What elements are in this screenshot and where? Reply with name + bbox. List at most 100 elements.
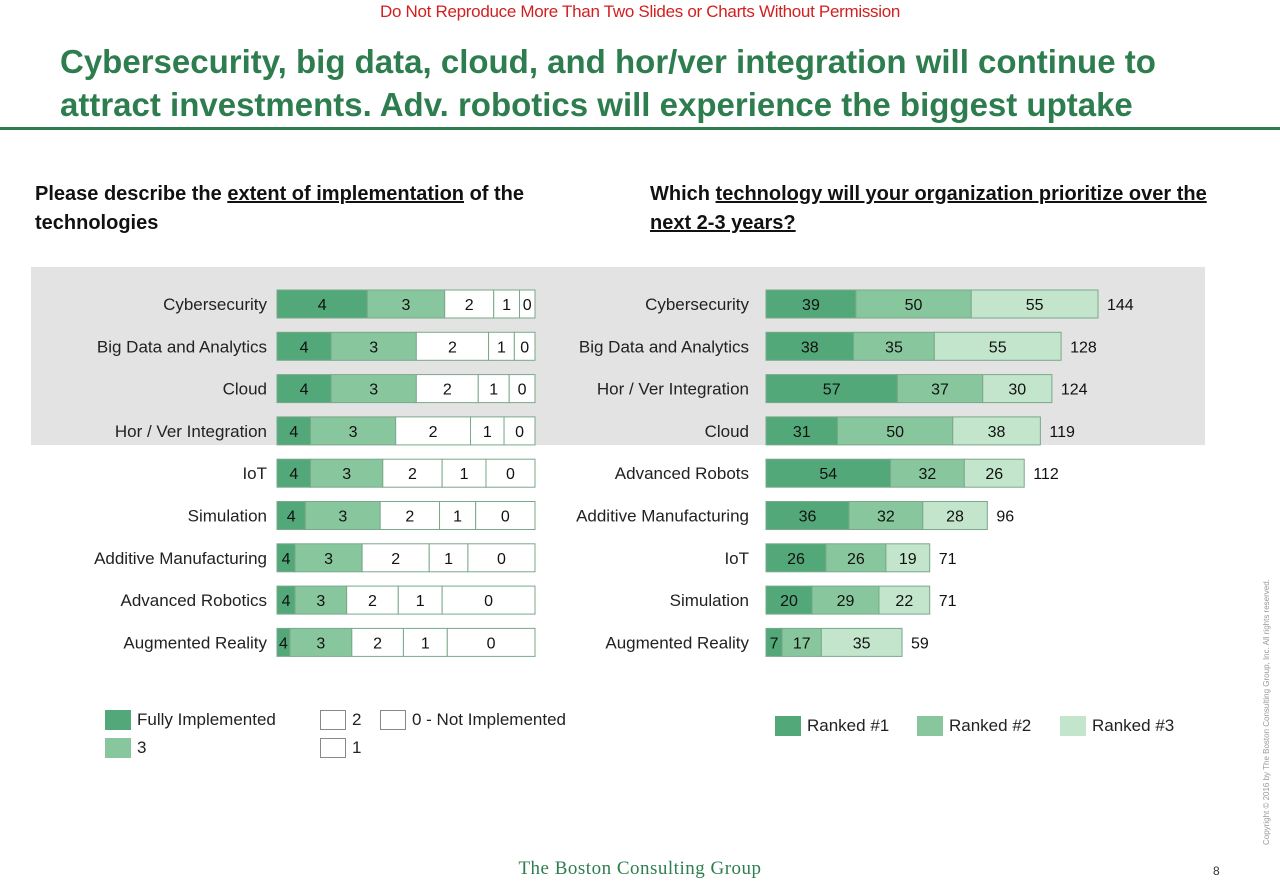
segment-label-simulation-rank3: 22 [895,593,913,610]
category-label-advanced-robots: Advanced Robots [615,464,749,483]
segment-label-cybersecurity-rank2: 50 [905,297,923,314]
total-label-cybersecurity: 144 [1107,297,1134,314]
bar-segment-cybersecurity-2 [444,289,495,319]
segment-label-augmented-reality-rank2: 17 [793,635,811,652]
segment-label-cloud-rank1: 31 [793,424,811,441]
copyright-notice: Copyright © 2016 by The Boston Consultin… [1262,579,1271,845]
legend-item-2: 2 [320,710,361,730]
segment-label-simulation-rank1: 20 [780,593,798,610]
segment-label-augmented-reality-1: 1 [421,635,430,652]
total-label-advanced-robots: 112 [1033,466,1059,483]
bar-segment-advanced-robotics-3 [294,585,348,615]
bar-segment-advanced-robots-rank2 [890,458,965,488]
right-question-underlined: technology will your organization priori… [650,183,1207,234]
bar-segment-cybersecurity-1 [493,289,521,319]
bar-segment-simulation-3 [304,501,381,530]
legend-label: Ranked #2 [949,716,1032,735]
segment-label-big-data-and-analytics-rank3: 55 [989,339,1007,356]
segment-label-big-data-and-analytics-rank2: 35 [885,339,903,356]
segment-label-advanced-robotics-1: 1 [416,593,425,610]
bar-segment-augmented-reality-rank3 [820,627,903,657]
segment-label-additive-manufacturing-2: 2 [391,551,400,568]
category-label-simulation: Simulation [670,591,749,610]
segment-label-iot-0: 0 [506,466,515,483]
segment-label-additive-manufacturing-0: 0 [497,551,506,568]
category-label-advanced-robotics: Advanced Robotics [121,591,267,610]
right-question-pre: Which [650,183,716,205]
bar-segment-additive-manufacturing-rank3 [922,501,988,530]
segment-label-augmented-reality-rank3: 35 [853,635,871,652]
segment-label-big-data-and-analytics-rank1: 38 [801,339,819,356]
bar-segment-augmented-reality-rank2 [781,627,822,657]
bar-segment-additive-manufacturing-rank2 [848,501,924,530]
segment-label-hor-ver-integration-3: 3 [349,424,358,441]
segment-label-big-data-and-analytics-3: 3 [369,339,378,356]
bar-segment-hor-ver-integration-rank1 [765,374,898,404]
left-question-pre: Please describe the [35,183,228,205]
bar-segment-big-data-and-analytics-4 [276,331,332,361]
bar-segment-cloud-2 [415,374,479,404]
category-label-cloud: Cloud [223,380,267,399]
bar-segment-simulation-1 [439,501,477,530]
category-label-hor-ver-integration: Hor / Ver Integration [115,422,267,441]
legend-item-ranked-1: Ranked #1 [775,716,889,736]
category-label-simulation: Simulation [188,507,267,526]
bar-segment-cloud-rank1 [765,416,838,446]
segment-label-hor-ver-integration-0: 0 [515,424,524,441]
segment-label-cloud-rank2: 50 [886,424,904,441]
bar-segment-additive-manufacturing-rank1 [765,501,850,530]
segment-label-iot-rank3: 19 [899,551,917,568]
segment-label-simulation-3: 3 [338,509,347,526]
segment-label-additive-manufacturing-3: 3 [324,551,333,568]
bar-segment-cybersecurity-rank3 [970,289,1099,319]
category-label-additive-manufacturing: Additive Manufacturing [576,507,749,526]
segment-label-hor-ver-integration-2: 2 [429,424,438,441]
legend-label: 0 - Not Implemented [412,710,567,729]
bar-segment-hor-ver-integration-3 [310,416,397,446]
category-label-cloud: Cloud [705,422,749,441]
bar-segment-cloud-1 [477,374,510,404]
segment-label-big-data-and-analytics-2: 2 [448,339,457,356]
total-label-big-data-and-analytics: 128 [1070,339,1097,356]
bar-segment-additive-manufacturing-0 [467,543,536,573]
bar-segment-big-data-and-analytics-2 [415,331,490,361]
segment-label-additive-manufacturing-4: 4 [282,551,291,568]
left-question-post: of the technologies [35,183,525,234]
bar-segment-iot-rank3 [885,543,931,573]
segment-label-simulation-2: 2 [405,509,414,526]
bar-segment-augmented-reality-1 [402,627,448,657]
segment-label-hor-ver-integration-4: 4 [289,424,298,441]
segment-label-augmented-reality-0: 0 [487,635,496,652]
legend-swatch-light [1060,716,1086,736]
segment-label-cloud-rank3: 38 [988,424,1006,441]
bar-segment-hor-ver-integration-0 [503,416,536,446]
slide-title: Cybersecurity, big data, cloud, and hor/… [60,43,1156,123]
segment-label-advanced-robots-rank2: 32 [918,466,936,483]
bar-segment-additive-manufacturing-1 [428,543,469,573]
segment-label-additive-manufacturing-rank3: 28 [946,509,964,526]
legend-swatch-white [380,710,406,730]
bar-segment-cloud-0 [508,374,536,404]
segment-label-cybersecurity-rank3: 55 [1026,297,1044,314]
segment-label-cybersecurity-0: 0 [523,297,532,314]
company-footer: The Boston Consulting Group [518,858,762,879]
category-label-augmented-reality: Augmented Reality [123,633,267,652]
segment-label-cloud-3: 3 [369,382,378,399]
total-label-additive-manufacturing: 96 [996,509,1014,526]
bar-segment-hor-ver-integration-1 [470,416,505,446]
category-label-cybersecurity: Cybersecurity [645,295,749,314]
bar-segment-augmented-reality-0 [446,627,536,657]
category-label-iot: IoT [242,464,267,483]
total-label-augmented-reality: 59 [911,635,929,652]
bar-segment-hor-ver-integration-4 [276,416,312,446]
bar-segment-cybersecurity-rank2 [855,289,972,319]
segment-label-iot-4: 4 [289,466,298,483]
segment-label-advanced-robotics-3: 3 [316,593,325,610]
segment-label-big-data-and-analytics-1: 1 [497,339,506,356]
segment-label-advanced-robotics-4: 4 [282,593,291,610]
legend-swatch-white [320,738,346,758]
category-label-augmented-reality: Augmented Reality [605,633,749,652]
title-divider [0,127,1280,130]
bar-segment-cybersecurity-4 [276,289,368,319]
